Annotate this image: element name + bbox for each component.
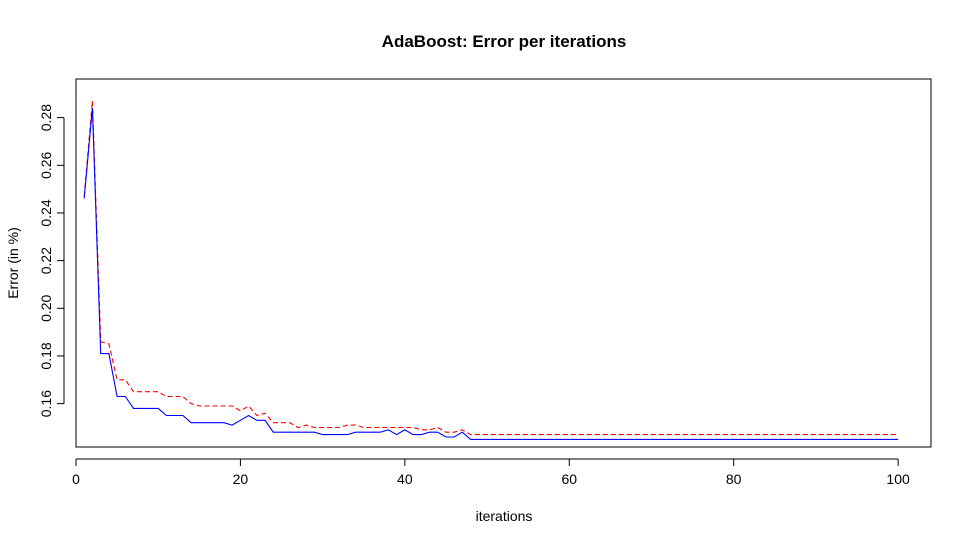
- y-tick-label: 0.22: [38, 247, 54, 274]
- series-line-2: [83, 108, 899, 440]
- x-axis-label: iterations: [476, 508, 533, 524]
- x-tick-label: 0: [72, 471, 80, 487]
- x-tick-label: 60: [561, 471, 577, 487]
- x-tick-label: 20: [233, 471, 249, 487]
- y-tick-label: 0.18: [38, 342, 54, 369]
- plot-frame: [75, 78, 932, 448]
- y-tick-label: 0.28: [38, 104, 54, 131]
- y-axis: 0.16 0.18 0.20 0.22 0.24 0.26 0.28: [38, 104, 65, 417]
- y-axis-label: Error (in %): [5, 227, 21, 299]
- y-tick-label: 0.26: [38, 151, 54, 178]
- series-line-1: [83, 100, 899, 436]
- series-layer: [83, 100, 899, 440]
- x-axis: 0 20 40 60 80 100: [72, 458, 910, 487]
- y-tick-label: 0.24: [38, 199, 54, 226]
- chart-title: AdaBoost: Error per iterations: [382, 32, 627, 51]
- x-tick-label: 40: [397, 471, 413, 487]
- y-tick-label: 0.20: [38, 294, 54, 321]
- x-tick-label: 80: [726, 471, 742, 487]
- x-tick-label: 100: [886, 471, 910, 487]
- y-tick-label: 0.16: [38, 390, 54, 417]
